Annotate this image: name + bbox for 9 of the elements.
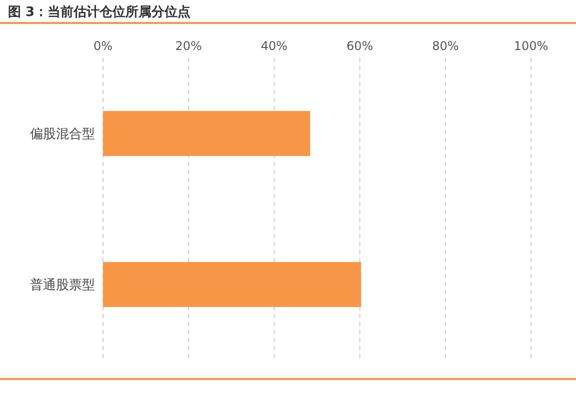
x-tick-label: 100% xyxy=(514,39,548,53)
x-tick-label: 40% xyxy=(260,39,288,53)
x-tick-label: 20% xyxy=(175,39,202,53)
x-tick-label: 60% xyxy=(346,39,374,53)
x-tick-label: 80% xyxy=(432,39,459,53)
x-tick-label: 0% xyxy=(93,39,113,53)
chart-title: 图 3：当前估计仓位所属分位点 xyxy=(8,4,191,21)
y-tick-label: 普通股票型 xyxy=(30,277,95,294)
y-tick-label: 偏股混合型 xyxy=(30,127,95,142)
